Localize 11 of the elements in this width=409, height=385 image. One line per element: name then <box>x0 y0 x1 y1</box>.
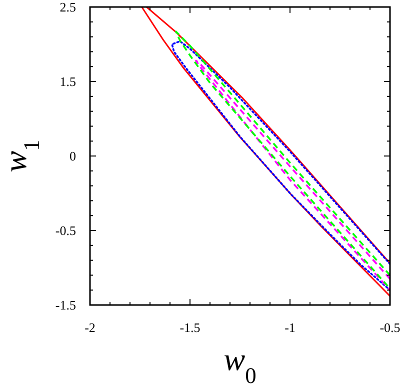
x-tick-label: -1.5 <box>180 320 200 335</box>
x-tick-label: -0.5 <box>380 320 400 335</box>
y-tick-label: -0.5 <box>55 223 76 238</box>
y-tick-label: -1.5 <box>55 298 76 313</box>
y-tick-label: 0 <box>70 148 76 164</box>
x-axis-title: w$_{0}$ <box>224 341 256 385</box>
x-tick-label: -2 <box>84 320 96 335</box>
y-tick-label: 1.5 <box>60 74 76 90</box>
y-tick-label: 2.5 <box>60 0 76 15</box>
x-tick-label: -1 <box>284 320 296 335</box>
line-series <box>195 60 390 291</box>
